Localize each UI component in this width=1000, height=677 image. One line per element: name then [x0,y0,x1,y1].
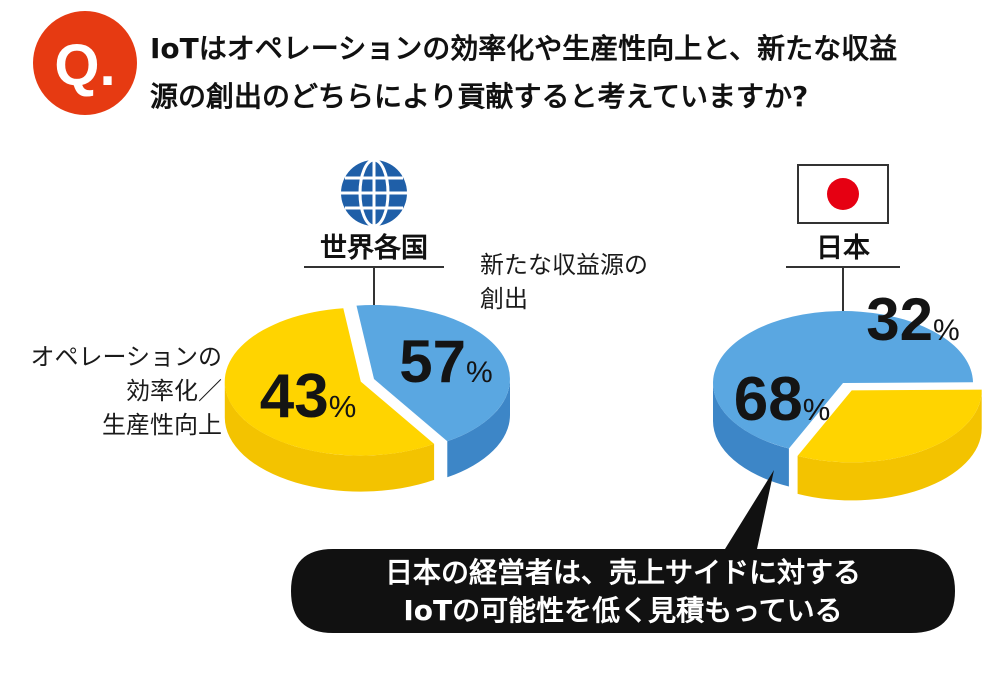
label-revenue: 新たな収益源の 創出 [480,251,648,313]
callout-shape [291,470,955,633]
chart-title-world: 世界各国 [320,232,428,264]
pie-japan-value-label-1: 32% [866,286,959,353]
label-revenue-line-2: 創出 [480,285,528,313]
pie-world-side-0 [447,379,510,478]
label-operations-line-3: 生産性向上 [102,411,222,439]
question-header: Q. IoTはオペレーションの効率化や生産性向上と、新たな収益 源の創出のどちら… [33,11,897,115]
q-badge [33,11,137,115]
pie-world-value-label-0: 43% [260,362,357,431]
pie-world-unit-0: % [329,389,357,424]
japan-flag-icon [797,164,889,224]
label-operations-line-1: オペレーションの [30,343,222,371]
pie-world-slice-0 [356,304,510,442]
pie-world-unit-1: % [466,356,493,389]
label-revenue-line-1: 新たな収益源の [480,251,648,279]
pie-chart-japan: 68% 32% [713,286,982,501]
q-badge-label: Q. [54,33,115,98]
question-line-2: 源の創出のどちらにより貢献すると考えていますか? [150,80,808,113]
pie-japan-unit-1: % [933,314,960,347]
pie-japan-unit-0: % [803,392,831,427]
callout-bubble: 日本の経営者は、売上サイドに対する IoTの可能性を低く見積もっている [291,470,955,633]
globe-icon [341,158,407,228]
pie-world-value-label-1: 57% [399,328,492,395]
pie-world-slice-1 [224,308,435,456]
label-operations: オペレーションの 効率化／ 生産性向上 [30,343,222,439]
pie-world-side-1 [224,381,435,492]
callout-line-1: 日本の経営者は、売上サイドに対する [385,556,861,589]
pie-japan-side-1 [797,390,982,501]
pie-chart-world: 43% 57% [224,304,510,492]
pie-japan-side-0 [713,383,789,487]
callout-line-2: IoTの可能性を低く見積もっている [403,594,842,627]
chart-title-japan: 日本 [816,233,870,264]
question-line-1: IoTはオペレーションの効率化や生産性向上と、新たな収益 [150,32,897,65]
pie-japan-slice-1 [797,389,982,463]
pie-japan-slice-0 [713,311,973,449]
label-operations-line-2: 効率化／ [126,377,222,405]
pie-japan-value-label-0: 68% [734,365,831,434]
